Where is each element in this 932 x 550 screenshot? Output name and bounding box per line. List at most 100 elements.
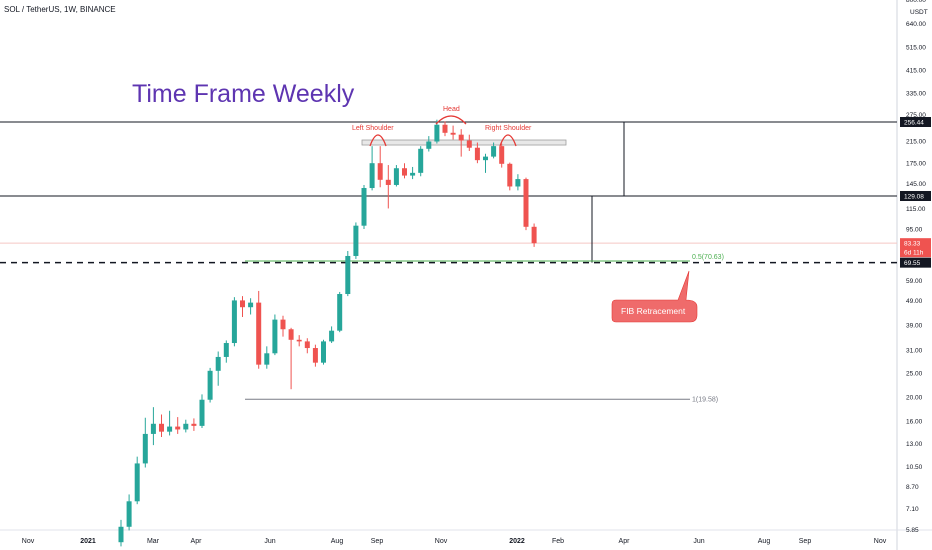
candle-body (531, 226, 537, 244)
left-shoulder-label: Left Shoulder (352, 125, 394, 132)
candle-body (231, 300, 237, 344)
time-tick-label: Sep (799, 538, 812, 545)
price-badge (900, 190, 931, 201)
symbol-title: SOL / TetherUS, 1W, BINANCE (4, 5, 116, 14)
price-tick-label: 415.00 (906, 68, 926, 75)
candle-body (418, 148, 424, 173)
candle-body (159, 423, 164, 432)
price-axis[interactable]: USDT 800.00 640.00 515.00 415.00 335.00 275.0… (906, 0, 928, 534)
candle-body (240, 300, 245, 308)
time-tick-label: Aug (758, 538, 771, 545)
price-badge-text: 83.33 (904, 241, 921, 248)
candle-body (215, 356, 221, 371)
price-badge (900, 257, 931, 268)
candle-body (442, 124, 448, 133)
candle-body (134, 463, 140, 502)
candle-body (353, 225, 359, 256)
candle-body (183, 423, 189, 430)
candle-body (296, 339, 302, 342)
price-badge (900, 238, 931, 249)
time-tick-label: Nov (874, 538, 887, 545)
price-tick-label: 7.10 (906, 506, 919, 513)
price-badge-text: 69.55 (904, 260, 921, 267)
time-tick-label: Jun (693, 538, 704, 545)
price-badges: 256.44 129.08 83.33 6d 11h 69.55 (900, 117, 931, 268)
candle-body (491, 146, 497, 157)
time-tick-label: Nov (22, 538, 35, 545)
price-tick-label: 20.00 (906, 395, 923, 402)
candle-body (385, 179, 391, 185)
candle-body (199, 399, 205, 426)
price-tick-label: 39.00 (906, 323, 923, 330)
price-tick-label: 335.00 (906, 91, 926, 98)
right-shoulder-label: Right Shoulder (485, 125, 532, 132)
fib-label-one: 1(19.58) (692, 396, 718, 403)
candle-body (523, 179, 529, 227)
time-axis[interactable]: Nov 2021 Mar Apr Jun Aug Sep Nov 2022 Feb Apr Jun Au… (22, 538, 887, 545)
price-badge-text: 129.08 (904, 193, 924, 200)
price-tick-label: 115.00 (906, 206, 926, 213)
price-badge (900, 117, 931, 127)
candle-body (499, 146, 505, 164)
head-arc (435, 115, 467, 125)
price-tick-label: 8.70 (906, 484, 919, 491)
candle-body (474, 147, 480, 161)
candle-body (248, 302, 254, 308)
candle-body (410, 172, 416, 176)
candle-body (280, 319, 286, 330)
time-tick-label: Apr (191, 538, 203, 545)
fib-label-half: 0.5(70.63) (692, 254, 724, 261)
price-tick-label: 13.00 (906, 441, 923, 448)
candle-body (458, 134, 464, 141)
time-tick-label: Mar (147, 538, 160, 545)
price-badge (900, 247, 931, 258)
fib-callout-text: FIB Retracement (621, 306, 686, 316)
candle-body (142, 433, 148, 464)
candle-body (223, 343, 229, 357)
candle-body (150, 423, 156, 434)
candle-body (337, 294, 343, 331)
candle-body (361, 188, 367, 226)
price-tick-label: 59.00 (906, 278, 923, 285)
price-badge-text: 256.44 (904, 120, 924, 127)
time-tick-label: Sep (371, 538, 384, 545)
candle-body (450, 132, 456, 135)
candle-body (426, 141, 432, 149)
candle-body (191, 423, 197, 426)
candle-body (118, 526, 124, 543)
candle-body (377, 163, 383, 180)
price-tick-label: 275.00 (906, 112, 926, 119)
time-tick-label: 2021 (80, 538, 96, 545)
price-tick-label: 31.00 (906, 347, 923, 354)
time-tick-label: Feb (552, 538, 564, 545)
candle-body (288, 329, 294, 340)
candle-body (369, 163, 375, 189)
time-tick-label: 2022 (509, 538, 525, 545)
candle-body (126, 501, 132, 527)
candle-body (402, 168, 407, 176)
price-badge-text: 6d 11h (904, 250, 924, 257)
price-tick-label: 5.85 (906, 527, 919, 534)
candle-body (466, 140, 472, 148)
price-tick-label: 175.00 (906, 161, 926, 168)
time-tick-label: Aug (331, 538, 344, 545)
candle-body (312, 348, 318, 363)
price-tick-label: 95.00 (906, 227, 923, 234)
price-tick-label: 49.00 (906, 298, 923, 305)
fib-callout-bubble[interactable] (611, 270, 698, 323)
candle-body (329, 330, 335, 342)
candles (118, 119, 537, 547)
left-shoulder-arc (369, 134, 387, 147)
candle-body (321, 341, 326, 363)
candle-body (264, 353, 270, 365)
price-tick-label: 25.00 (906, 370, 923, 377)
candle-body (507, 163, 513, 187)
candle-body (304, 341, 310, 349)
price-tick-label: 10.50 (906, 464, 923, 471)
candle-body (175, 426, 181, 430)
candle-body (256, 302, 262, 365)
candle-body (483, 156, 488, 161)
price-tick-label: 16.00 (906, 419, 923, 426)
price-tick-label: 800.00 (906, 0, 926, 4)
